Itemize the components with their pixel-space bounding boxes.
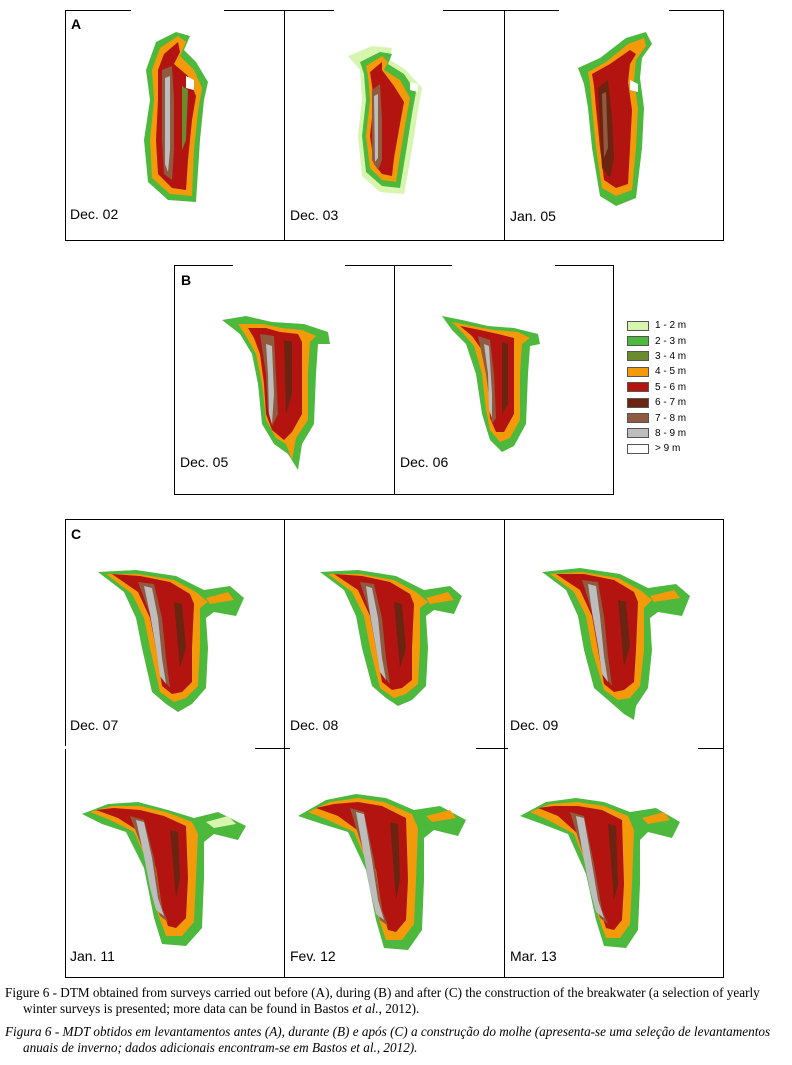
dtm-map-jan11 (82, 802, 246, 946)
legend-item: 8 - 9 m (627, 426, 686, 441)
caption-portuguese: Figura 6 - MDT obtidos em levantamentos … (5, 1024, 771, 1055)
legend-swatch (627, 443, 649, 454)
date-label: Dec. 06 (400, 454, 449, 470)
panel-a-divider-2 (504, 10, 505, 241)
legend-swatch (627, 428, 649, 439)
legend-swatch (627, 397, 649, 408)
date-label: Jan. 05 (510, 208, 556, 224)
date-label: Jan. 11 (70, 948, 115, 964)
panel-a-divider-1 (284, 10, 285, 241)
date-label: Fev. 12 (290, 948, 336, 964)
legend-swatch (627, 351, 649, 362)
legend-swatch (627, 336, 649, 347)
legend-item: 2 - 3 m (627, 333, 686, 348)
legend-item: 3 - 4 m (627, 349, 686, 364)
legend-swatch (627, 382, 649, 393)
date-label: Dec. 07 (70, 717, 119, 733)
date-label: Dec. 03 (290, 207, 339, 223)
dtm-map-dec08 (320, 570, 462, 706)
panel-b-divider (394, 265, 395, 495)
date-label: Dec. 08 (290, 717, 339, 733)
legend: 1 - 2 m 2 - 3 m 3 - 4 m 4 - 5 m 5 - 6 m … (627, 318, 686, 457)
dtm-map-dec03 (348, 46, 422, 194)
date-label: Dec. 05 (180, 454, 229, 470)
legend-item: 7 - 8 m (627, 410, 686, 425)
legend-swatch (627, 413, 649, 424)
dtm-map-jan05 (578, 32, 652, 206)
panel-b-label: B (181, 272, 192, 288)
legend-item: 5 - 6 m (627, 380, 686, 395)
dtm-map-dec02 (144, 32, 208, 202)
legend-swatch (627, 320, 649, 331)
panel-a-label: A (71, 16, 82, 32)
legend-swatch (627, 366, 649, 377)
date-label: Dec. 02 (70, 206, 119, 222)
dtm-map-dec05 (222, 316, 330, 470)
panel-c-label: C (71, 526, 82, 542)
legend-item: 4 - 5 m (627, 364, 686, 379)
dtm-map-fev12 (298, 794, 466, 950)
legend-item: 1 - 2 m (627, 318, 686, 333)
dtm-map-dec06 (442, 316, 540, 452)
legend-item: > 9 m (627, 441, 686, 456)
dtm-map-dec09 (542, 568, 690, 720)
dtm-map-dec07 (98, 570, 244, 712)
date-label: Dec. 09 (510, 717, 559, 733)
caption-english: Figure 6 - DTM obtained from surveys car… (5, 985, 760, 1016)
legend-item: 6 - 7 m (627, 395, 686, 410)
date-label: Mar. 13 (510, 948, 557, 964)
dtm-map-mar13 (520, 798, 680, 948)
